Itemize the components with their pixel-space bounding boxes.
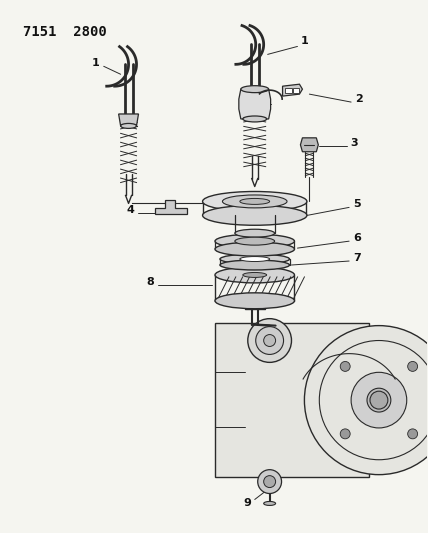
- Circle shape: [367, 388, 391, 412]
- Ellipse shape: [240, 198, 270, 205]
- Ellipse shape: [240, 256, 270, 262]
- Circle shape: [258, 470, 282, 494]
- Ellipse shape: [243, 116, 267, 122]
- Polygon shape: [119, 114, 139, 126]
- Ellipse shape: [215, 267, 294, 283]
- Bar: [294, 88, 300, 93]
- Text: 7151  2800: 7151 2800: [23, 25, 107, 38]
- Text: 6: 6: [353, 233, 361, 243]
- Ellipse shape: [121, 124, 137, 128]
- Circle shape: [408, 429, 418, 439]
- Ellipse shape: [202, 205, 307, 225]
- Ellipse shape: [220, 260, 289, 270]
- Text: 1: 1: [300, 36, 308, 46]
- Circle shape: [264, 475, 276, 488]
- Ellipse shape: [243, 272, 267, 278]
- Text: 4: 4: [127, 205, 134, 215]
- Text: 7: 7: [353, 253, 361, 263]
- Ellipse shape: [241, 86, 269, 93]
- Text: 9: 9: [244, 498, 252, 508]
- Polygon shape: [300, 138, 318, 152]
- Polygon shape: [155, 200, 187, 214]
- Ellipse shape: [215, 293, 294, 309]
- Circle shape: [351, 373, 407, 428]
- Ellipse shape: [215, 242, 294, 256]
- Text: 3: 3: [350, 138, 358, 148]
- Ellipse shape: [264, 502, 276, 505]
- Ellipse shape: [235, 229, 275, 237]
- Polygon shape: [239, 89, 270, 119]
- Text: 8: 8: [146, 277, 154, 287]
- Ellipse shape: [215, 234, 294, 248]
- Ellipse shape: [223, 195, 287, 208]
- Text: 5: 5: [353, 199, 361, 209]
- Text: 1: 1: [92, 58, 100, 68]
- Ellipse shape: [220, 254, 289, 264]
- Circle shape: [248, 319, 291, 362]
- Circle shape: [408, 361, 418, 372]
- Ellipse shape: [370, 391, 388, 409]
- Ellipse shape: [235, 237, 275, 245]
- Circle shape: [256, 327, 283, 354]
- Polygon shape: [215, 322, 369, 477]
- Circle shape: [340, 361, 350, 372]
- Text: 2: 2: [355, 94, 363, 104]
- Ellipse shape: [202, 191, 307, 212]
- Circle shape: [304, 326, 428, 475]
- Polygon shape: [282, 84, 303, 96]
- Circle shape: [264, 335, 276, 346]
- Bar: [285, 88, 292, 93]
- Circle shape: [340, 429, 350, 439]
